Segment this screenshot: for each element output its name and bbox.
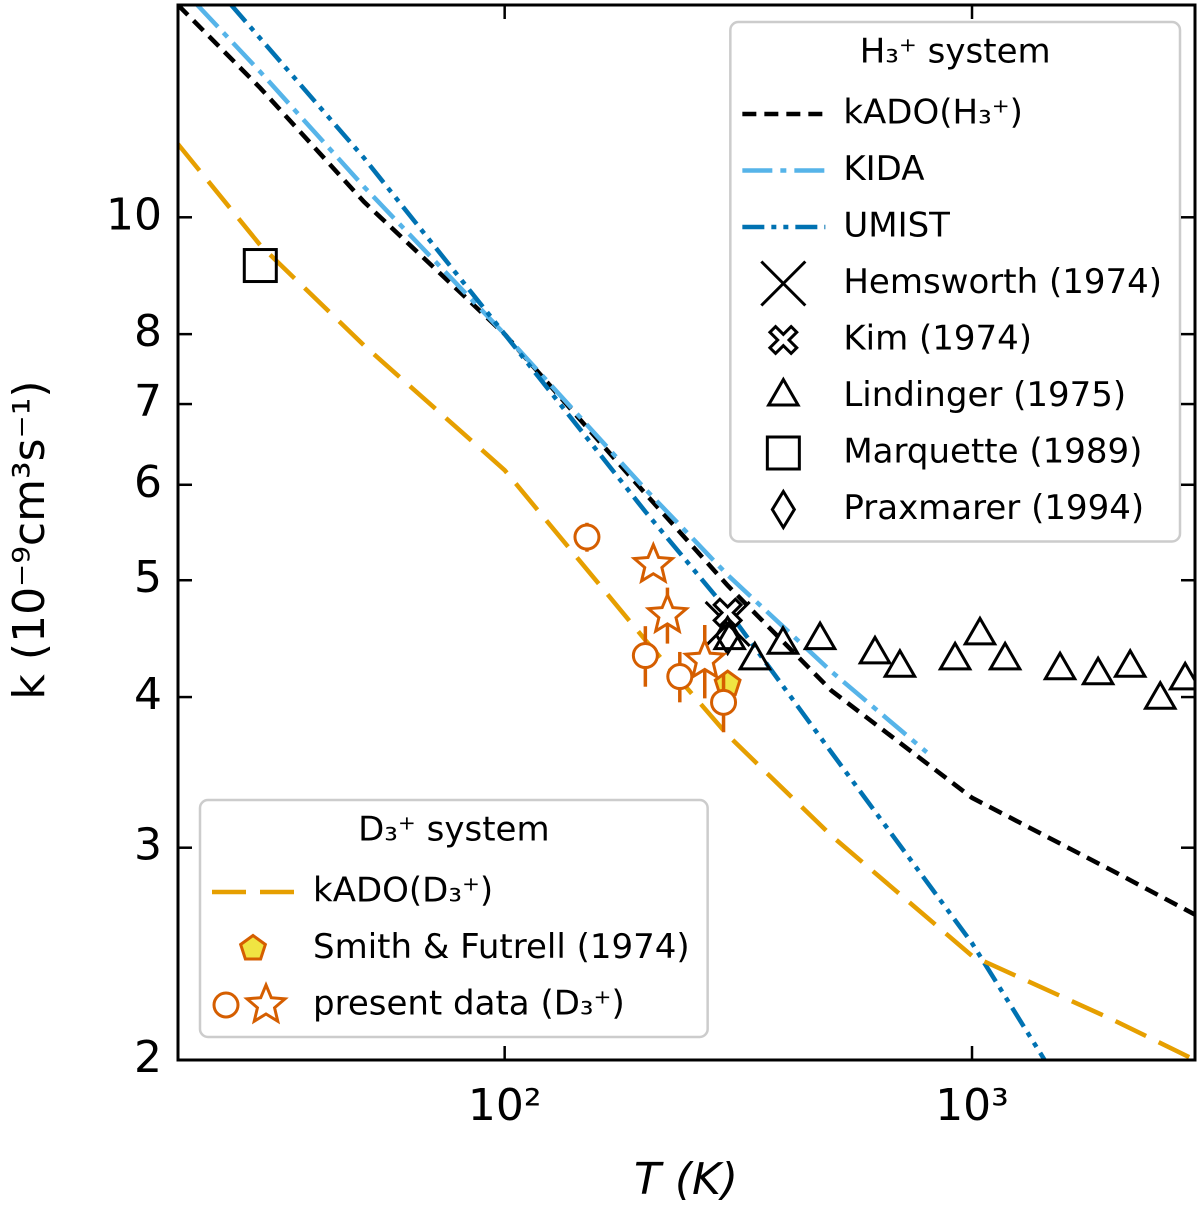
curve bbox=[178, 5, 1195, 917]
marker-triangle bbox=[1167, 660, 1195, 691]
legends: H₃⁺ system kADO(H₃⁺) KIDA UMIST Hemsworth (1… bbox=[198, 20, 1182, 1039]
marker-triangle bbox=[882, 647, 918, 678]
x-tick-label: 10³ bbox=[935, 1080, 1009, 1131]
marker-star bbox=[682, 636, 728, 680]
marker-thick-cross bbox=[767, 324, 799, 356]
marker-square bbox=[765, 435, 801, 471]
marker-square bbox=[242, 248, 278, 284]
marker-circle bbox=[666, 663, 694, 691]
marker-triangle bbox=[1042, 650, 1078, 681]
marker-circle bbox=[631, 642, 659, 670]
plot-area bbox=[178, 5, 1195, 1060]
legend-label: Kim (1974) bbox=[843, 319, 1032, 359]
y-tick-label: 7 bbox=[134, 376, 162, 427]
legend-label: present data (D₃⁺) bbox=[313, 984, 625, 1024]
curve bbox=[229, 5, 1047, 1060]
marker-triangle bbox=[962, 615, 998, 646]
legend-label: Praxmarer (1994) bbox=[843, 488, 1144, 528]
curve bbox=[195, 5, 929, 754]
legend-label: Lindinger (1975) bbox=[843, 375, 1126, 415]
y-tick-label: 5 bbox=[134, 552, 162, 603]
legend: H₃⁺ system kADO(H₃⁺) KIDA UMIST Hemsworth (1… bbox=[742, 32, 1162, 531]
legend-box bbox=[729, 20, 1182, 543]
x-tick-label: 10² bbox=[468, 1080, 542, 1131]
x-axis-label: T (K) bbox=[634, 1154, 738, 1205]
marker-diamond bbox=[714, 614, 741, 657]
y-tick-label: 8 bbox=[134, 306, 162, 357]
marker-triangle bbox=[802, 620, 838, 651]
marker-star bbox=[243, 981, 289, 1025]
marker-circle bbox=[710, 688, 738, 716]
marker-triangle bbox=[1112, 647, 1148, 678]
y-tick-label: 10 bbox=[106, 189, 162, 240]
legend-title: D₃⁺ system bbox=[358, 810, 549, 850]
legend-label: Smith & Futrell (1974) bbox=[313, 927, 690, 967]
marker-triangle bbox=[987, 640, 1023, 671]
marker-star bbox=[630, 540, 677, 585]
legend: D₃⁺ system kADO(D₃⁺) Smith & Futrell (1974… bbox=[212, 810, 690, 1025]
marker-triangle bbox=[765, 624, 801, 655]
marker-triangle bbox=[766, 376, 801, 407]
marker-triangle bbox=[737, 640, 773, 671]
y-tick-label: 2 bbox=[134, 1032, 162, 1083]
legend-box bbox=[198, 798, 709, 1039]
marker-circle bbox=[573, 523, 601, 551]
y-tick-label: 6 bbox=[134, 457, 162, 508]
marker-diamond bbox=[770, 488, 797, 531]
y-axis-label: k (10⁻⁹cm³s⁻¹) bbox=[4, 380, 55, 699]
marker-thick-cross bbox=[712, 597, 744, 629]
legend-label: UMIST bbox=[843, 206, 950, 246]
legend-label: kADO(H₃⁺) bbox=[843, 93, 1023, 133]
marker-pentagon bbox=[238, 933, 268, 961]
marker-triangle bbox=[1142, 679, 1178, 710]
marker-triangle bbox=[1080, 655, 1116, 686]
marker-star bbox=[644, 590, 691, 635]
marker-triangle bbox=[857, 634, 893, 665]
legend-label: Hemsworth (1974) bbox=[843, 262, 1162, 302]
legend-title: H₃⁺ system bbox=[860, 32, 1051, 72]
y-tick-label: 3 bbox=[134, 820, 162, 871]
marker-circle bbox=[212, 991, 240, 1019]
y-tick-label: 4 bbox=[134, 669, 162, 720]
marker-x bbox=[760, 260, 807, 307]
legend-label: kADO(D₃⁺) bbox=[313, 871, 493, 911]
legend-label: KIDA bbox=[843, 149, 924, 189]
plot-frame bbox=[176, 3, 1197, 1062]
legend-label: Marquette (1989) bbox=[843, 432, 1142, 472]
marker-triangle bbox=[937, 640, 973, 671]
